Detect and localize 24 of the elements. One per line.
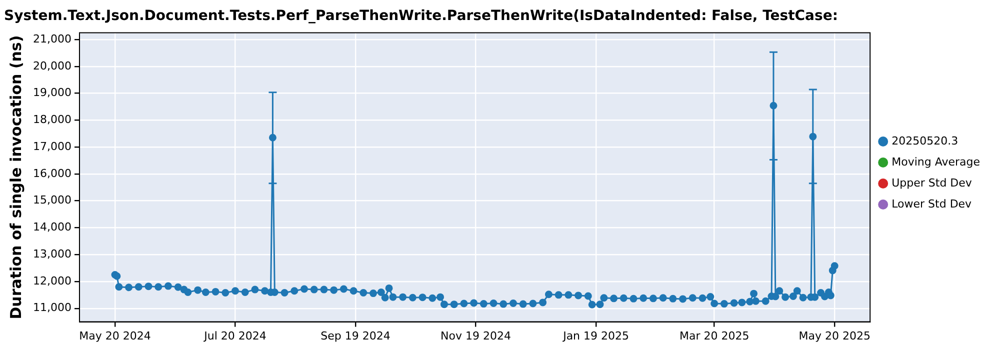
- x-tick-label: Nov 19 2024: [440, 329, 512, 342]
- x-tick-label: May 20 2025: [798, 329, 870, 342]
- y-tick-label: 12,000: [32, 274, 72, 288]
- y-tick-label: 21,000: [32, 32, 72, 46]
- chart-title: System.Text.Json.Document.Tests.Perf_ParseThenWrite.ParseThenWrite(IsDataIndented: False, TestCase:: [4, 8, 838, 24]
- x-tick-label: Jan 19 2025: [562, 329, 630, 342]
- legend-label: 20250520.3: [892, 134, 958, 148]
- y-tick-label: 19,000: [32, 86, 72, 100]
- x-tick-label: Sep 19 2024: [320, 329, 390, 342]
- x-tick-label: Mar 20 2025: [679, 329, 750, 342]
- y-tick-label: 20,000: [32, 59, 72, 72]
- y-tick-label: 15,000: [32, 194, 72, 207]
- legend-label: Moving Average: [892, 155, 980, 168]
- legend-label: Lower Std Dev: [892, 197, 972, 210]
- y-axis-title: Duration of single invocation (ns): [6, 35, 25, 320]
- x-tick-label: May 20 2024: [79, 329, 151, 342]
- y-tick-label: 14,000: [32, 220, 72, 234]
- y-tick-label: 16,000: [32, 166, 72, 180]
- y-tick-label: 18,000: [32, 113, 72, 126]
- y-tick-label: 13,000: [32, 247, 72, 260]
- legend-label: Upper Std Dev: [892, 176, 972, 190]
- x-tick-label: Jul 20 2024: [203, 329, 266, 342]
- y-tick-label: 17,000: [32, 140, 72, 153]
- y-tick-label: 11,000: [32, 301, 72, 314]
